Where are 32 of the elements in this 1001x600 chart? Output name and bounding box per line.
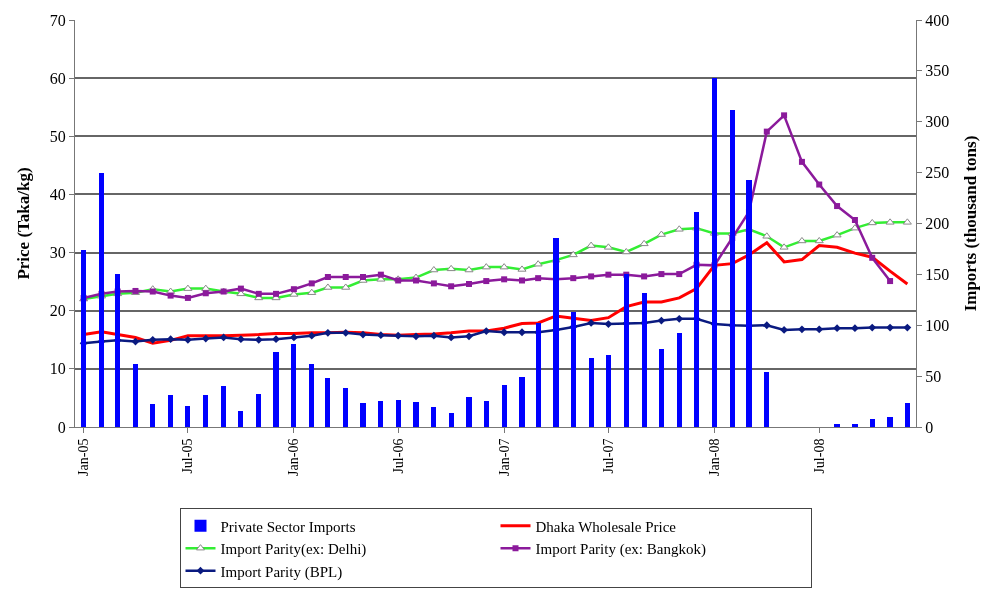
y2-tick-label: 250 (925, 164, 950, 182)
x-tick-label: Jul-08 (811, 438, 827, 474)
legend-label: Import Parity (BPL) (220, 563, 343, 581)
x-tick-label: Jan-05 (76, 438, 92, 476)
y-tick-label: 20 (49, 302, 66, 320)
y-tick-label: 30 (49, 244, 66, 262)
legend-label: Import Parity(ex: Delhi) (220, 541, 367, 558)
y-tick-label: 70 (49, 11, 66, 29)
y2-tick-label: 150 (925, 265, 950, 283)
y2-tick-label: 50 (925, 367, 942, 385)
legend-label: Import Parity (ex: Bangkok) (535, 541, 706, 558)
x-tick-label: Jan-06 (286, 438, 302, 476)
x-tick-label: Jan-08 (706, 438, 722, 476)
y2-tick-label: 400 (925, 11, 950, 29)
legend-label: Private Sector Imports (220, 518, 356, 535)
y-tick-label: 50 (49, 127, 66, 145)
y-axis-title: Price (Taka/kg) (14, 167, 34, 280)
y2-tick-label: 350 (925, 62, 950, 80)
x-tick-label: Jul-06 (390, 438, 406, 474)
y-tick-label: 60 (49, 69, 66, 87)
y2-tick-label: 200 (925, 215, 950, 233)
y2-tick-label: 300 (925, 113, 950, 131)
y2-tick-label: 100 (925, 316, 950, 334)
y2-axis-title: Imports (thousand tons) (960, 135, 980, 312)
y-tick-label: 10 (49, 360, 66, 378)
legend-label: Dhaka Wholesale Price (535, 518, 677, 535)
y-tick-label: 40 (49, 186, 66, 204)
y-tick-label: 0 (57, 418, 66, 436)
x-tick-label: Jul-05 (180, 438, 196, 474)
x-tick-label: Jul-07 (600, 438, 616, 474)
x-tick-label: Jan-07 (496, 438, 512, 476)
y2-tick-label: 0 (925, 418, 934, 436)
